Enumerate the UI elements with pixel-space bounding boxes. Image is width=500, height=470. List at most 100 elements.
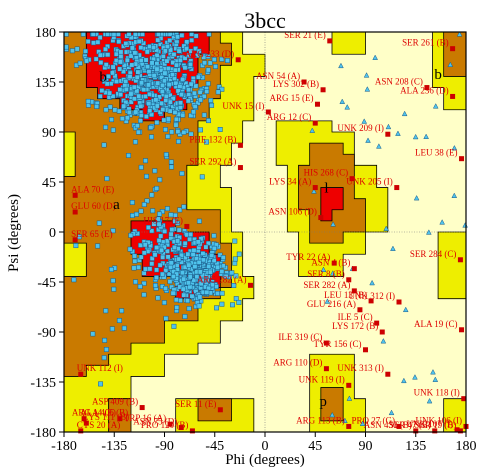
residue-point: [103, 124, 109, 130]
residue-point: [215, 264, 221, 270]
glycine-point: [364, 86, 371, 92]
residue-point: [148, 243, 153, 249]
residue-point: [97, 35, 103, 40]
residue-point: [224, 58, 230, 64]
residue-point: [189, 31, 195, 37]
glycine-point: [385, 123, 392, 130]
region-letter: p: [319, 394, 327, 410]
residue-point: [141, 292, 147, 298]
y-tick-label: -90: [37, 326, 56, 341]
outlier-marker: [459, 156, 465, 162]
residue-point: [177, 207, 183, 213]
x-tick-label: -90: [155, 439, 174, 454]
glycine-point: [324, 298, 331, 304]
residue-point: [132, 50, 138, 56]
glycine-point: [432, 103, 439, 109]
outlier-marker: [379, 329, 385, 335]
outlier-label: ASN 430 (B): [364, 420, 412, 430]
outlier-label: UNK 112 (I): [77, 363, 123, 373]
residue-point: [204, 289, 210, 295]
residue-point: [174, 62, 179, 68]
outlier-label: ASP 409 (B): [92, 397, 138, 407]
residue-point: [109, 326, 115, 332]
outlier-label: PHE 132 (B): [189, 134, 236, 144]
glycine-point: [401, 110, 408, 117]
residue-point: [177, 83, 183, 89]
residue-point: [185, 298, 190, 304]
x-tick-label: 180: [456, 439, 477, 454]
residue-point: [123, 86, 129, 92]
residue-point: [97, 93, 103, 99]
residue-point: [132, 258, 138, 264]
residue-point: [103, 46, 108, 52]
residue-point: [168, 264, 174, 270]
outlier-label: ARG 113 (B): [296, 415, 345, 425]
residue-point: [133, 279, 138, 285]
outlier-label: GLU 216 (A): [307, 299, 356, 309]
residue-point: [93, 56, 99, 62]
outlier-label: SER 284 (C): [410, 249, 457, 259]
residue-point: [157, 177, 163, 183]
residue-point: [202, 60, 208, 66]
outlier-marker: [396, 423, 402, 429]
residue-point: [130, 213, 135, 218]
residue-point: [168, 164, 174, 170]
outlier-marker: [139, 405, 145, 411]
x-tick-label: -135: [101, 439, 127, 454]
residue-point: [164, 248, 170, 254]
residue-point: [151, 221, 157, 227]
residue-point: [113, 51, 119, 57]
residue-point: [154, 120, 160, 126]
residue-point: [141, 270, 147, 276]
residue-point: [149, 228, 155, 234]
residue-point: [181, 43, 187, 49]
residue-point: [123, 41, 129, 47]
residue-point: [232, 238, 238, 244]
residue-point: [198, 281, 204, 287]
residue-point: [115, 31, 121, 37]
residue-point: [113, 58, 119, 64]
glycine-point: [383, 225, 390, 231]
residue-point: [101, 355, 107, 361]
outlier-marker: [424, 85, 430, 91]
residue-point: [129, 200, 135, 205]
residue-point: [114, 78, 120, 84]
residue-point: [134, 88, 140, 94]
residue-point: [149, 134, 154, 140]
residue-point: [141, 87, 147, 93]
outlier-label: PRO 120 (B): [141, 420, 189, 430]
residue-point: [139, 80, 144, 86]
glycine-point: [451, 144, 458, 151]
residue-point: [177, 57, 183, 63]
residue-point: [105, 31, 111, 37]
residue-point: [96, 220, 102, 226]
residue-point: [167, 38, 173, 43]
outlier-marker: [312, 185, 318, 191]
residue-point: [206, 118, 212, 124]
outlier-marker: [346, 382, 352, 388]
outlier-marker: [189, 428, 195, 434]
residue-point: [159, 247, 165, 253]
residue-point: [186, 280, 191, 286]
residue-point: [186, 262, 192, 268]
residue-point: [169, 227, 175, 233]
residue-point: [211, 245, 217, 251]
residue-point: [161, 117, 167, 123]
region-letter: a: [113, 197, 120, 213]
residue-point: [198, 236, 204, 242]
residue-point: [112, 73, 118, 79]
residue-point: [206, 31, 212, 37]
residue-point: [156, 221, 162, 227]
glycine-point: [426, 397, 433, 404]
outlier-label: PRO 27 (G): [351, 415, 395, 425]
residue-point: [164, 44, 170, 49]
residue-point: [98, 381, 104, 387]
residue-point: [160, 254, 166, 260]
outlier-marker: [78, 428, 84, 434]
residue-point: [164, 58, 170, 64]
core-region: [320, 187, 344, 222]
y-axis-title: Psi (degrees): [6, 194, 22, 272]
residue-point: [132, 139, 138, 145]
residue-point: [197, 89, 203, 95]
